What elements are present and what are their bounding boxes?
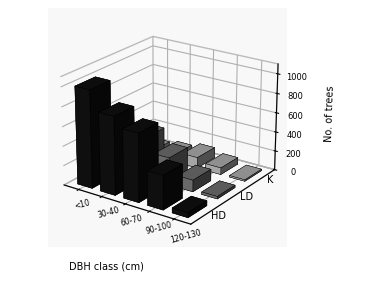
Text: DBH class (cm): DBH class (cm) [69,262,144,272]
